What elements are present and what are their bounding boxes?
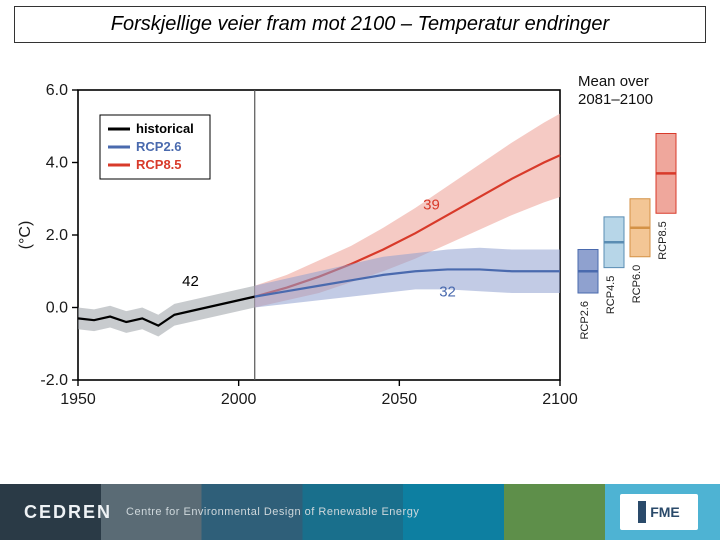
svg-text:4.0: 4.0 — [46, 155, 68, 172]
svg-text:RCP2.6: RCP2.6 — [579, 301, 591, 340]
svg-text:0.0: 0.0 — [46, 300, 68, 317]
svg-text:2.0: 2.0 — [46, 227, 68, 244]
fme-icon — [638, 501, 646, 523]
svg-text:2100: 2100 — [542, 391, 578, 408]
svg-text:2081–2100: 2081–2100 — [578, 91, 653, 108]
svg-text:39: 39 — [423, 197, 440, 214]
svg-text:historical: historical — [136, 121, 194, 136]
temperature-chart: -2.0 0.0 2.0 4.0 6.0 1950 2000 2050 2100 (°C) hist… — [0, 60, 720, 460]
svg-text:RCP6.0: RCP6.0 — [631, 265, 643, 304]
svg-text:32: 32 — [439, 284, 456, 301]
page-title: Forskjellige veier fram mot 2100 – Tempe… — [14, 6, 706, 43]
svg-text:1950: 1950 — [60, 391, 96, 408]
svg-text:6.0: 6.0 — [46, 82, 68, 99]
title-text: Forskjellige veier fram mot 2100 – Tempe… — [111, 13, 609, 35]
svg-text:(°C): (°C) — [17, 221, 34, 250]
footer-logo: CEDREN — [24, 502, 112, 523]
chart-container: -2.0 0.0 2.0 4.0 6.0 1950 2000 2050 2100 (°C) hist… — [0, 60, 720, 460]
fme-text: FME — [650, 504, 680, 520]
footer-tagline: Centre for Environmental Design of Renew… — [126, 506, 419, 518]
svg-text:Mean over: Mean over — [578, 73, 649, 90]
svg-text:42: 42 — [182, 273, 199, 290]
svg-text:2050: 2050 — [382, 391, 418, 408]
svg-text:RCP8.5: RCP8.5 — [136, 157, 182, 172]
svg-text:-2.0: -2.0 — [40, 372, 68, 389]
svg-text:2000: 2000 — [221, 391, 257, 408]
fme-badge: FME — [620, 494, 698, 530]
footer-bar: CEDREN Centre for Environmental Design o… — [0, 484, 720, 540]
svg-text:RCP8.5: RCP8.5 — [657, 221, 669, 260]
svg-text:RCP2.6: RCP2.6 — [136, 139, 182, 154]
svg-text:RCP4.5: RCP4.5 — [605, 276, 617, 315]
